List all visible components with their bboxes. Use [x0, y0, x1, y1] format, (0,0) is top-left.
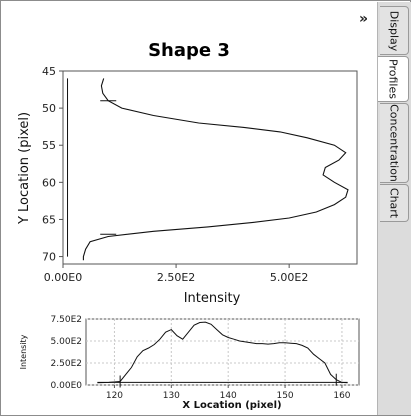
x-axis: 120 130 140 150 160: [106, 385, 351, 401]
x-tick-label: 5.00E2: [270, 271, 308, 284]
y-tick-label: 2.50E2: [51, 359, 82, 369]
y-axis-label: Y Location (pixel): [17, 112, 32, 225]
plot-area: [86, 319, 359, 385]
tab-concentration[interactable]: Concentration: [380, 103, 409, 183]
tab-chart[interactable]: Chart: [380, 184, 409, 222]
chart-title: Shape 3: [148, 40, 230, 61]
tab-profiles[interactable]: Profiles: [378, 56, 409, 102]
y-tick-label: 70: [42, 251, 56, 264]
x-tick-label: 160: [333, 391, 350, 401]
y-axis: 0.00E0 2.50E2 5.00E2 7.50E2: [51, 315, 83, 391]
tab-concentration-label: Concentration: [388, 104, 401, 182]
y-tick-label: 5.00E2: [51, 337, 82, 347]
x-tick-label: 120: [106, 391, 123, 401]
y-tick-label: 45: [42, 65, 56, 78]
x-axis-label: X Location (pixel): [182, 400, 281, 411]
x-axis-label: Intensity: [184, 291, 241, 306]
y-axis: 45 50 55 60 65 70: [42, 65, 63, 264]
y-tick-label: 55: [42, 139, 56, 152]
x-tick-label: 130: [163, 391, 180, 401]
x-axis: 0.00E0 2.50E2 5.00E2: [44, 264, 309, 284]
y-axis-label: Intensity: [19, 334, 28, 369]
x-tick-label: 2.50E2: [157, 271, 195, 284]
y-tick-label: 7.50E2: [51, 315, 82, 325]
profiles-panel: » Shape 3 45 50 55 60 65 70 0.00E0 2.50E2 5.00E…: [2, 2, 377, 415]
y-tick-label: 65: [42, 213, 56, 226]
side-tab-strip: Display Profiles Concentration Chart: [377, 2, 411, 415]
tab-chart-label: Chart: [388, 188, 401, 218]
tab-display-label: Display: [388, 10, 401, 51]
y-tick-label: 0.00E0: [51, 381, 83, 391]
y-tick-label: 60: [42, 176, 56, 189]
tab-profiles-label: Profiles: [387, 59, 400, 99]
tab-display[interactable]: Display: [380, 6, 409, 55]
collapse-panel-icon[interactable]: »: [359, 11, 368, 27]
y-tick-label: 50: [42, 102, 56, 115]
x-tick-label: 0.00E0: [44, 271, 82, 284]
